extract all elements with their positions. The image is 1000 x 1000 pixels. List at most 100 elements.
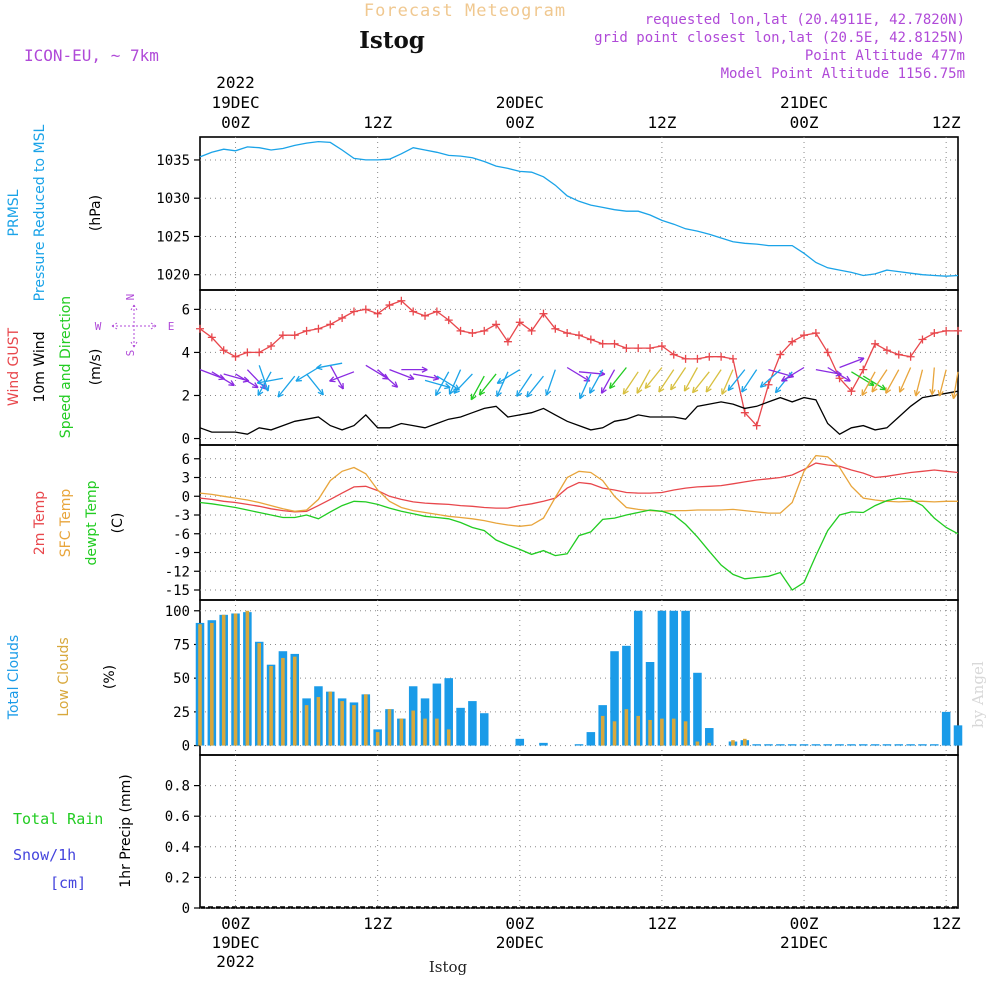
y-tick-label: 0 bbox=[182, 489, 190, 505]
panel-frame bbox=[199, 754, 959, 909]
gust-marker bbox=[302, 326, 311, 335]
time-label-bottom: 00Z bbox=[221, 914, 250, 933]
time-label-top: 00Z bbox=[505, 113, 534, 132]
y-tick-label: 0 bbox=[182, 739, 190, 755]
wind-arrowhead bbox=[583, 375, 591, 382]
gust-marker bbox=[243, 348, 252, 357]
gust-marker bbox=[681, 354, 690, 363]
y-tick-label: 0.2 bbox=[165, 870, 190, 886]
total-cloud-bar bbox=[586, 732, 596, 746]
total-cloud-bar bbox=[479, 713, 489, 746]
y-tick-label: 0 bbox=[182, 901, 190, 917]
low-cloud-bar bbox=[316, 697, 321, 746]
gust-marker bbox=[882, 346, 891, 355]
time-label-top: 12Z bbox=[647, 113, 676, 132]
wind-arrowhead bbox=[658, 385, 665, 393]
gust-marker bbox=[527, 326, 536, 335]
wind-arrow bbox=[683, 367, 699, 392]
gust-marker bbox=[598, 339, 607, 348]
gust-marker bbox=[740, 408, 749, 417]
wind-arrowhead bbox=[432, 374, 440, 381]
low-cloud-bar bbox=[328, 691, 333, 746]
total-cloud-bar bbox=[681, 610, 690, 746]
gust-marker bbox=[314, 324, 323, 333]
gust-marker bbox=[788, 337, 797, 346]
wind-arrow bbox=[741, 369, 758, 393]
y-tick-label: 0.4 bbox=[165, 840, 190, 856]
y-tick-label: 25 bbox=[173, 705, 190, 721]
gust-marker bbox=[800, 331, 809, 340]
low-cloud-bar bbox=[340, 701, 344, 746]
time-label-top: 00Z bbox=[221, 113, 250, 132]
low-cloud-bar bbox=[446, 729, 451, 746]
wind-arrow bbox=[257, 371, 272, 396]
total-cloud-bar bbox=[882, 744, 892, 746]
gust-marker bbox=[196, 324, 204, 333]
total-cloud-bar bbox=[906, 744, 915, 746]
y-tick-label: 1030 bbox=[156, 191, 190, 207]
wind-arrowhead bbox=[256, 378, 264, 386]
axis-label: (m/s) bbox=[88, 349, 104, 386]
wind-arrow bbox=[316, 362, 343, 369]
axis-label: 1hr Precip (mm) bbox=[118, 774, 134, 887]
wind-arrowhead bbox=[636, 387, 643, 394]
gust-marker bbox=[326, 320, 335, 329]
gust-marker bbox=[267, 341, 276, 350]
axis-label: Wind GUST bbox=[6, 327, 22, 406]
wind-arrowhead bbox=[929, 388, 936, 396]
gust-marker bbox=[752, 421, 761, 430]
panel-frame bbox=[199, 289, 959, 446]
gust-marker bbox=[954, 326, 962, 335]
wind-arrowhead bbox=[526, 391, 533, 398]
wind-arrow bbox=[705, 369, 722, 393]
total-cloud-bar bbox=[858, 744, 868, 746]
axis-label: (%) bbox=[102, 665, 118, 689]
total-cloud-bar bbox=[622, 645, 631, 746]
series-line-wind-0 bbox=[199, 300, 958, 427]
wind-arrow bbox=[496, 371, 509, 397]
wind-arrowhead bbox=[721, 388, 727, 395]
wind-arrow bbox=[526, 375, 544, 398]
wind-arrowhead bbox=[407, 374, 415, 381]
low-cloud-bar bbox=[600, 715, 605, 746]
wind-arrow bbox=[377, 369, 399, 388]
compass-arrows bbox=[111, 304, 157, 348]
y-tick-label: -9 bbox=[173, 546, 190, 562]
low-cloud-bar bbox=[743, 738, 747, 746]
wind-arrowhead bbox=[622, 388, 629, 395]
low-cloud-bar bbox=[387, 709, 392, 746]
total-cloud-bar bbox=[953, 725, 963, 746]
wind-arrow bbox=[827, 366, 851, 382]
wind-arrowhead bbox=[759, 381, 767, 388]
wind-arrowhead bbox=[496, 390, 502, 398]
wind-arrow bbox=[453, 373, 473, 394]
low-cloud-bar bbox=[683, 721, 688, 746]
wind-arrow bbox=[622, 371, 639, 395]
gust-marker bbox=[693, 354, 702, 363]
gust-marker bbox=[421, 311, 430, 320]
gust-marker bbox=[871, 339, 880, 348]
wind-arrow bbox=[545, 369, 556, 396]
wind-arrowhead bbox=[435, 389, 441, 396]
total-cloud-bar bbox=[693, 672, 702, 746]
low-cloud-bar bbox=[731, 740, 735, 746]
gust-marker bbox=[349, 307, 358, 316]
y-tick-label: 50 bbox=[173, 671, 190, 687]
low-cloud-bar bbox=[233, 613, 238, 746]
low-cloud-bar bbox=[707, 742, 712, 746]
axis-label: 2m Temp bbox=[32, 491, 48, 555]
wind-arrowhead bbox=[252, 382, 259, 389]
series-line-temperature-2 bbox=[199, 497, 959, 591]
model-label: ICON-EU, ~ 7km bbox=[24, 46, 159, 65]
low-cloud-bar bbox=[423, 718, 427, 746]
compass-north: N bbox=[124, 294, 137, 301]
total-cloud-bar bbox=[645, 662, 655, 746]
compass-south: S bbox=[124, 350, 137, 357]
low-cloud-bar bbox=[411, 710, 415, 746]
low-cloud-bar bbox=[624, 709, 629, 746]
wind-arrow bbox=[413, 373, 439, 380]
gust-marker bbox=[728, 354, 737, 363]
footer-station: Istog bbox=[429, 958, 468, 976]
panel-frame bbox=[199, 599, 959, 756]
total-cloud-bar bbox=[799, 744, 809, 746]
